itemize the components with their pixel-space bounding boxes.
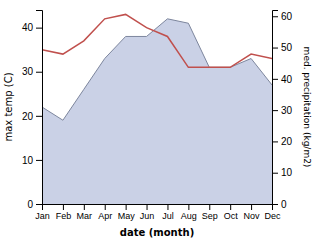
y2-tick: 10 (272, 167, 293, 178)
y2-tick-label: 0 (281, 199, 287, 210)
y2-tick-label: 60 (281, 11, 293, 22)
y-axis: 0 10 20 30 40 (22, 11, 43, 210)
x-axis: Jan Feb Mar Apr May Jun Jul Aug Sep Oct NovDec (35, 204, 281, 221)
x-tick: Nov (244, 204, 261, 221)
x-tick: Aug (181, 204, 197, 221)
x-tick-mark (188, 204, 189, 210)
y2-axis-line (273, 11, 279, 205)
x-tick-label: Oct (224, 211, 239, 221)
x-tick-mark (209, 204, 210, 210)
x-tick: Feb (56, 204, 72, 221)
x-tick-label: Apr (98, 211, 112, 221)
x-tick-label: May (118, 211, 136, 221)
x-tick-mark (63, 204, 64, 210)
x-tick-label: Jul (162, 211, 174, 221)
y-axis-line (36, 11, 43, 205)
x-tick-mark (251, 204, 252, 210)
y2-tick: 60 (272, 11, 293, 22)
y2-tick-mark (272, 48, 278, 49)
y2-tick-mark (272, 110, 278, 111)
y-tick-label: 20 (22, 111, 34, 122)
y-tick-mark (36, 72, 42, 73)
x-tick: Jun (140, 204, 155, 221)
y2-tick-mark (272, 141, 278, 142)
y-tick: 40 (22, 22, 42, 33)
y-tick: 20 (22, 111, 42, 122)
x-tick: Jan (35, 204, 50, 221)
x-tick-mark (126, 204, 127, 210)
x-tick-label: Aug (181, 211, 197, 221)
x-tick: May (118, 204, 136, 221)
y2-tick-label: 30 (281, 105, 293, 116)
x-tick: Dec (264, 204, 281, 221)
y2-tick: 50 (272, 42, 293, 53)
y2-tick: 40 (272, 74, 293, 85)
x-tick-label: Jun (140, 211, 155, 221)
x-tick-label: Dec (264, 211, 281, 221)
x-tick: Oct (224, 204, 239, 221)
y2-tick-label: 40 (281, 74, 293, 85)
y2-axis-title: med. precipitation (kg/m2) (302, 47, 312, 168)
y2-tick: 30 (272, 105, 293, 116)
line (42, 14, 272, 67)
y-tick-label: 10 (22, 155, 34, 166)
x-tick-label: Feb (56, 211, 72, 221)
x-tick-label: Jan (35, 211, 50, 221)
y-axis-title: max temp (C) (3, 72, 14, 141)
y2-tick-mark (272, 173, 278, 174)
y-tick-mark (36, 160, 42, 161)
x-tick-mark (84, 204, 85, 210)
y-tick: 30 (22, 66, 42, 77)
x-tick-mark (167, 204, 168, 210)
y2-tick-mark (272, 16, 278, 17)
x-tick-mark (230, 204, 231, 210)
plot: JanFebMarAprMayJunJulAugSepOctNovDec0102… (3, 11, 312, 239)
y-tick-label: 40 (22, 22, 34, 33)
y-tick-mark (36, 204, 42, 205)
y-tick-mark (36, 116, 42, 117)
y-tick: 10 (22, 155, 42, 166)
x-tick: Sep (202, 204, 218, 221)
y2-tick: 0 (272, 199, 287, 210)
y-tick: 0 (27, 199, 42, 210)
y-tick-label: 0 (27, 199, 33, 210)
x-tick: Jul (162, 204, 174, 221)
y2-tick-mark (272, 204, 278, 205)
y2-tick-label: 20 (281, 136, 293, 147)
y2-axis: 0 10 20 30 40 50 60 (272, 11, 293, 210)
y2-tick-label: 10 (281, 167, 293, 178)
x-tick: Apr (98, 204, 112, 221)
x-tick-label: Nov (244, 211, 261, 221)
y2-tick: 20 (272, 136, 293, 147)
chart: JanFebMarAprMayJunJulAugSepOctNovDec0102… (0, 0, 318, 242)
x-tick-label: Sep (202, 211, 218, 221)
y-tick-mark (36, 28, 42, 29)
line (42, 19, 272, 120)
x-tick-mark (105, 204, 106, 210)
x-axis-line (43, 205, 273, 211)
y2-tick-label: 50 (281, 42, 293, 53)
x-tick-label: Mar (77, 211, 93, 221)
y-tick-label: 30 (22, 66, 34, 77)
x-tick-mark (147, 204, 148, 210)
y2-tick-mark (272, 79, 278, 80)
area (42, 19, 272, 204)
marks (42, 14, 272, 204)
x-axis-title: date (month) (120, 227, 194, 238)
x-tick: Mar (77, 204, 93, 221)
